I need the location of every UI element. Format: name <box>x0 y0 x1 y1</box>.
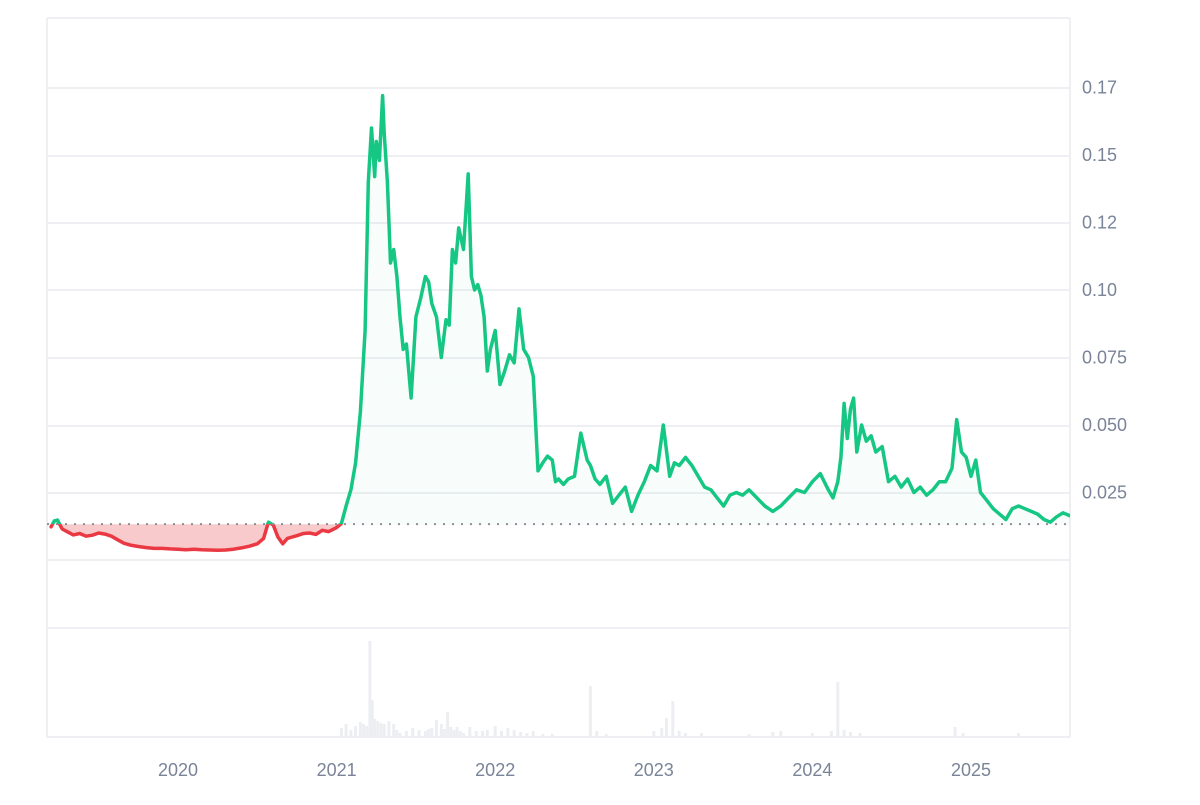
volume-bar <box>344 724 348 736</box>
volume-bar <box>771 732 775 736</box>
volume-bar <box>677 731 681 736</box>
volume-bar <box>404 731 408 736</box>
volume-bar <box>961 733 965 736</box>
volume-bar <box>474 731 478 736</box>
volume-bar <box>684 733 687 736</box>
volume-bar <box>395 730 399 736</box>
volume-bar <box>468 727 472 736</box>
plot-frame <box>46 17 1071 738</box>
volume-bar <box>435 720 438 736</box>
volume-bar <box>439 724 443 736</box>
volume-bar <box>427 729 431 736</box>
y-tick-label: 0.025 <box>1082 483 1127 503</box>
x-tick-label: 2024 <box>792 760 832 780</box>
volume-bar <box>452 730 456 736</box>
volume-bar <box>349 730 353 736</box>
volume-bar <box>481 731 484 736</box>
volume-bar <box>550 734 554 736</box>
volume-bar <box>519 732 523 736</box>
volume-bar <box>446 712 450 736</box>
volume-bar <box>485 730 489 736</box>
volume-bar <box>747 734 751 736</box>
volume-bar <box>376 721 380 736</box>
volume-bar <box>525 733 529 736</box>
volume-bar <box>339 728 343 736</box>
grid-lines <box>47 87 1070 629</box>
volume-bar <box>382 724 386 736</box>
y-tick-label: 0.15 <box>1082 145 1117 165</box>
volume-bar <box>512 730 516 736</box>
volume-bar <box>354 726 358 736</box>
volume-bar <box>858 733 862 736</box>
volume-bar <box>836 682 840 736</box>
volume-bar <box>442 729 446 736</box>
price-line-down <box>49 524 344 553</box>
volume-bars <box>339 641 1021 736</box>
volume-bar <box>849 732 852 736</box>
volume-bar <box>368 641 372 736</box>
volume-bar <box>595 731 599 736</box>
volume-bar <box>430 728 434 736</box>
x-axis-labels: 2020 2021 2022 2023 2024 2025 <box>158 760 991 780</box>
x-tick-label: 2023 <box>634 760 674 780</box>
volume-bar <box>398 733 402 736</box>
volume-bar <box>829 731 833 736</box>
volume-bar <box>365 726 369 736</box>
price-area-up-fill <box>52 95 1070 525</box>
volume-bar <box>500 731 503 736</box>
y-axis-labels: 0.17 0.15 0.12 0.10 0.075 0.050 0.025 <box>1082 78 1127 503</box>
volume-bar <box>1017 733 1021 736</box>
volume-bar <box>493 726 497 736</box>
volume-bar <box>953 727 957 736</box>
volume-bar <box>660 728 664 736</box>
price-line-up <box>50 93 1070 525</box>
x-tick-label: 2020 <box>158 760 198 780</box>
volume-bar <box>652 731 656 736</box>
volume-bar <box>370 700 374 736</box>
volume-bar <box>358 722 362 736</box>
y-tick-label: 0.12 <box>1082 213 1117 233</box>
y-tick-label: 0.075 <box>1082 348 1127 368</box>
volume-bar <box>779 731 783 736</box>
y-tick-label: 0.10 <box>1082 280 1117 300</box>
y-tick-label: 0.17 <box>1082 78 1117 98</box>
volume-bar <box>387 721 391 736</box>
volume-bar <box>810 733 814 736</box>
volume-bar <box>449 727 453 736</box>
volume-bar <box>417 730 421 736</box>
volume-bar <box>842 730 846 736</box>
y-tick-label: 0.050 <box>1082 415 1127 435</box>
volume-bar <box>455 727 459 736</box>
x-tick-label: 2025 <box>951 760 991 780</box>
volume-bar <box>392 724 396 736</box>
volume-bar <box>541 734 545 736</box>
volume-bar <box>588 686 592 736</box>
volume-bar <box>699 733 703 736</box>
volume-bar <box>423 731 427 736</box>
volume-bar <box>671 701 675 736</box>
x-tick-label: 2022 <box>475 760 515 780</box>
volume-bar <box>373 719 377 736</box>
volume-bar <box>604 734 608 736</box>
volume-bar <box>462 733 465 736</box>
price-area-down-fill <box>51 524 1070 551</box>
volume-bar <box>665 718 668 736</box>
volume-bar <box>411 728 415 736</box>
volume-bar <box>458 731 462 736</box>
volume-bar <box>531 731 535 736</box>
volume-bar <box>362 724 366 736</box>
volume-bar <box>379 723 383 736</box>
x-tick-label: 2021 <box>317 760 357 780</box>
volume-bar <box>506 728 510 736</box>
